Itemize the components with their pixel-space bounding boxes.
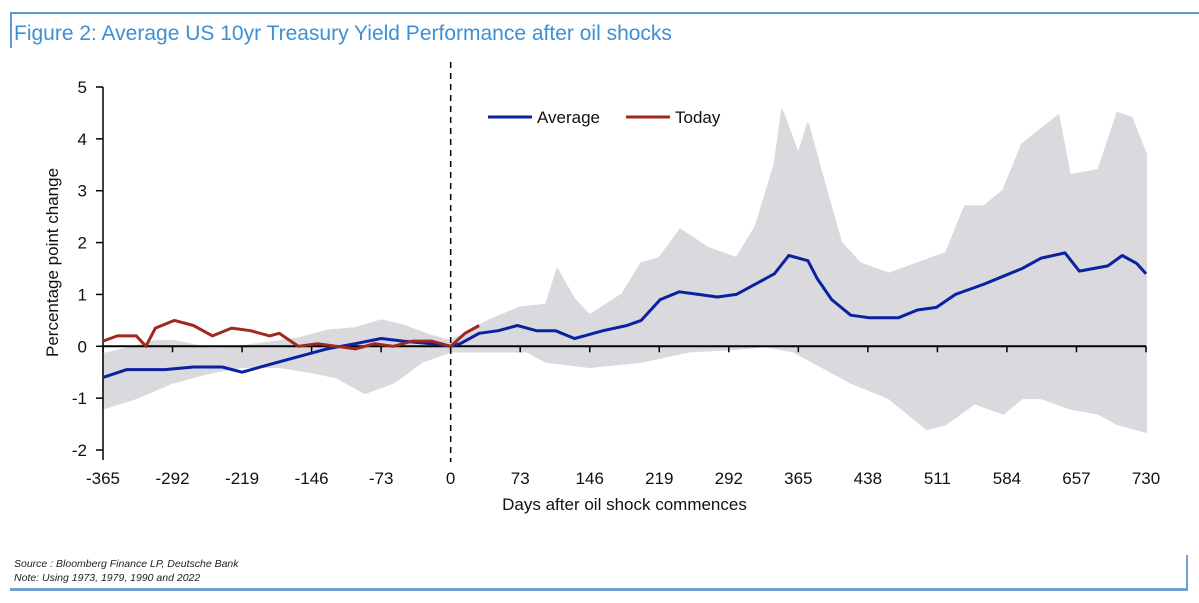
legend-average-label: Average bbox=[537, 108, 600, 127]
y-tick-label: 1 bbox=[78, 285, 87, 304]
y-tick-label: -1 bbox=[72, 389, 87, 408]
y-tick-label: 2 bbox=[78, 234, 87, 253]
frame-left-border bbox=[10, 12, 12, 48]
frame-right-border bbox=[1186, 555, 1188, 591]
axes bbox=[96, 62, 1147, 462]
x-tick-label: 146 bbox=[576, 469, 604, 488]
x-axis-title: Days after oil shock commences bbox=[502, 495, 747, 514]
tick-labels: -2 -1 0 1 2 3 4 5 -365 -292 -219 -146 -73 0 73 146 219 29… bbox=[43, 78, 1160, 514]
frame-bottom-border bbox=[10, 588, 1188, 591]
x-tick-label: 584 bbox=[993, 469, 1021, 488]
x-tick-label: -73 bbox=[369, 469, 394, 488]
legend: Average Today bbox=[488, 108, 721, 127]
x-tick-label: -146 bbox=[295, 469, 329, 488]
x-tick-label: 219 bbox=[645, 469, 673, 488]
note-text: Note: Using 1973, 1979, 1990 and 2022 bbox=[14, 572, 201, 584]
today-line bbox=[102, 318, 480, 351]
x-tick-label: -292 bbox=[156, 469, 190, 488]
x-tick-label: 657 bbox=[1062, 469, 1090, 488]
y-axis-title: Percentage point change bbox=[43, 168, 62, 357]
y-tick-label: 5 bbox=[78, 78, 87, 97]
y-tick-label: 4 bbox=[78, 130, 87, 149]
source-text: Source : Bloomberg Finance LP, Deutsche … bbox=[14, 558, 239, 570]
y-tick-label: -2 bbox=[72, 441, 87, 460]
range-band bbox=[102, 109, 1147, 433]
x-tick-label: 73 bbox=[511, 469, 530, 488]
x-tick-label: 438 bbox=[854, 469, 882, 488]
x-tick-label: 365 bbox=[784, 469, 812, 488]
source-note: Source : Bloomberg Finance LP, Deutsche … bbox=[14, 557, 239, 585]
x-tick-label: 511 bbox=[924, 469, 951, 488]
x-tick-label: 0 bbox=[446, 469, 455, 488]
y-tick-label: 3 bbox=[78, 182, 87, 201]
chart-title: Figure 2: Average US 10yr Treasury Yield… bbox=[14, 22, 672, 45]
x-tick-label: 730 bbox=[1132, 469, 1160, 488]
x-tick-label: -219 bbox=[225, 469, 259, 488]
range-band-area bbox=[102, 109, 1147, 433]
frame-top-border bbox=[10, 12, 1199, 14]
x-tick-label: -365 bbox=[86, 469, 120, 488]
x-tick-label: 292 bbox=[715, 469, 743, 488]
y-tick-label: 0 bbox=[78, 337, 87, 356]
legend-today-label: Today bbox=[675, 108, 721, 127]
series-lines bbox=[102, 251, 1148, 379]
